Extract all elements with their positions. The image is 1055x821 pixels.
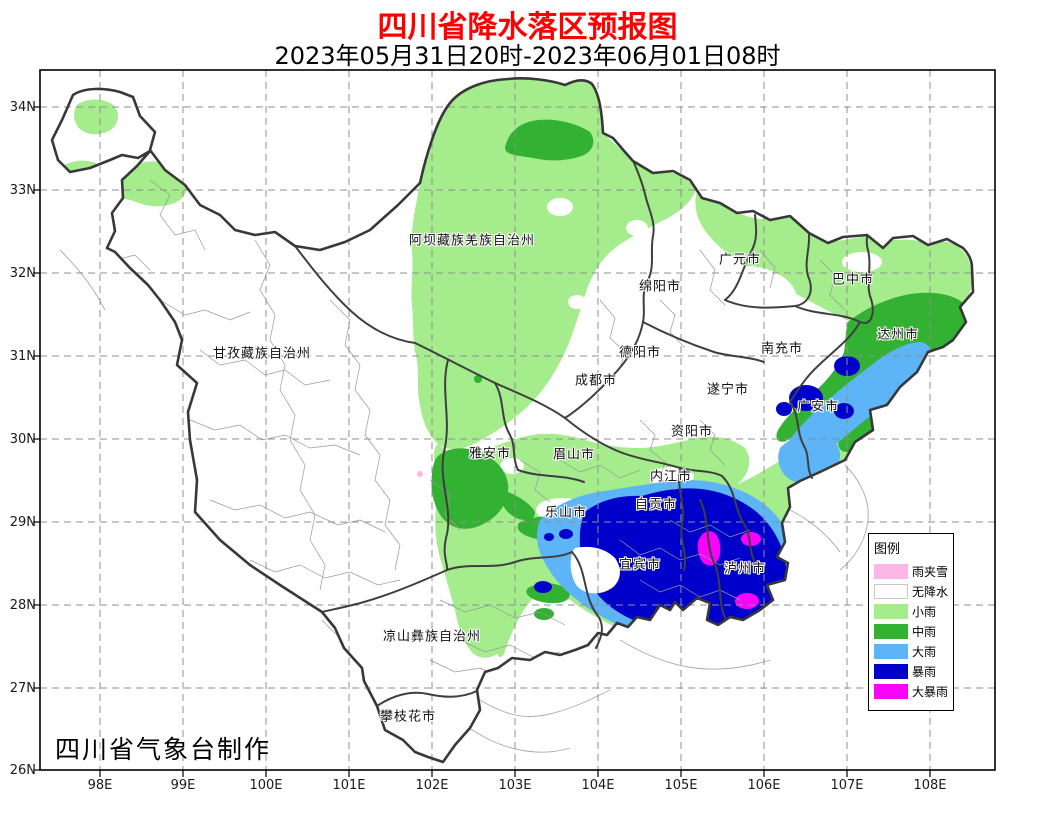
lon-label: 103E — [498, 778, 532, 793]
no-precip-swatch-icon — [874, 583, 908, 599]
light-rain-swatch-icon — [874, 603, 908, 619]
lat-label: 31N — [9, 349, 36, 364]
region-label-neijiang: 内江市 — [649, 469, 693, 485]
map-frame — [39, 69, 996, 771]
lat-label: 32N — [9, 266, 36, 281]
page-subtitle: 2023年05月31日20时-2023年06月01日08时 — [274, 42, 781, 70]
region-label-aba: 阿坝藏族羌族自治州 — [408, 233, 536, 249]
lon-label: 101E — [332, 778, 366, 793]
lat-label: 33N — [9, 183, 36, 198]
lon-label: 100E — [249, 778, 283, 793]
legend-label: 中雨 — [912, 624, 937, 639]
graticule — [40, 70, 995, 770]
moderate-rain-swatch-icon — [874, 623, 908, 639]
region-label-ganzi: 甘孜藏族自治州 — [212, 346, 312, 362]
legend-row-light-rain: 小雨 — [874, 601, 953, 621]
sleet-swatch-icon — [874, 563, 908, 579]
region-label-suining: 遂宁市 — [706, 382, 750, 398]
legend-row-severe-rainstorm: 大暴雨 — [874, 681, 953, 701]
axis-ticks — [33, 106, 931, 777]
region-label-bazhong: 巴中市 — [831, 272, 875, 288]
page-title: 四川省降水落区预报图 — [377, 10, 678, 45]
region-label-chengdu: 成都市 — [574, 373, 618, 389]
rainstorm-swatch-icon — [874, 663, 908, 679]
legend-label: 无降水 — [912, 584, 949, 599]
county-boundaries — [69, 179, 846, 681]
no-precip-wedge — [570, 546, 620, 594]
legend-label: 大雨 — [912, 644, 937, 659]
region-label-leshan: 乐山市 — [544, 505, 588, 521]
lon-label: 105E — [664, 778, 698, 793]
legend-row-moderate-rain: 中雨 — [874, 621, 953, 641]
lat-label: 34N — [9, 100, 36, 115]
region-label-deyang: 德阳市 — [618, 345, 662, 361]
legend-row-none: 无降水 — [874, 581, 953, 601]
severe-rainstorm-swatch-icon — [874, 683, 908, 699]
region-label-dazhou: 达州市 — [876, 327, 920, 343]
lon-label: 98E — [87, 778, 113, 793]
legend-title: 图例 — [874, 542, 901, 557]
legend-row-sleet: 雨夹雪 — [874, 561, 953, 581]
lon-label: 107E — [830, 778, 864, 793]
legend-label: 暴雨 — [912, 664, 937, 679]
region-label-yaan: 雅安市 — [468, 446, 512, 462]
lat-label: 30N — [9, 432, 36, 447]
legend-row-heavy-rain: 大雨 — [874, 641, 953, 661]
region-label-luzhou: 泸州市 — [723, 561, 767, 577]
lon-label: 106E — [747, 778, 781, 793]
region-label-ziyang: 资阳市 — [670, 424, 714, 440]
lat-label: 27N — [9, 681, 36, 696]
legend-label: 雨夹雪 — [912, 564, 949, 579]
region-label-nanchong: 南充市 — [760, 341, 804, 357]
credit-text: 四川省气象台制作 — [55, 735, 272, 764]
prefecture-boundaries — [294, 162, 874, 707]
heavy-rain-swatch-icon — [874, 643, 908, 659]
legend-label: 大暴雨 — [912, 684, 949, 699]
region-label-mianyang: 绵阳市 — [638, 279, 682, 295]
lon-label: 108E — [913, 778, 947, 793]
lat-label: 29N — [9, 515, 36, 530]
region-label-zigong: 自贡市 — [634, 497, 678, 513]
lon-label: 102E — [415, 778, 449, 793]
region-label-guangan: 广安市 — [796, 399, 840, 415]
lon-label: 104E — [581, 778, 615, 793]
legend: 图例 雨夹雪 无降水 小雨 中雨 大雨 暴雨 大暴雨 — [868, 533, 954, 711]
lon-label: 99E — [170, 778, 196, 793]
province-outline — [50, 77, 975, 764]
region-label-panzhihua: 攀枝花市 — [379, 709, 437, 725]
lat-label: 26N — [9, 763, 36, 778]
lat-label: 28N — [9, 598, 36, 613]
region-label-meishan: 眉山市 — [552, 447, 596, 463]
region-label-yibin: 宜宾市 — [618, 557, 662, 573]
region-label-liangshan: 凉山彝族自治州 — [382, 629, 482, 645]
region-label-guangyuan: 广元市 — [718, 252, 762, 268]
legend-row-rainstorm: 暴雨 — [874, 661, 953, 681]
rainstorm-areas — [534, 356, 860, 632]
sleet-areas — [417, 471, 423, 477]
legend-label: 小雨 — [912, 604, 937, 619]
